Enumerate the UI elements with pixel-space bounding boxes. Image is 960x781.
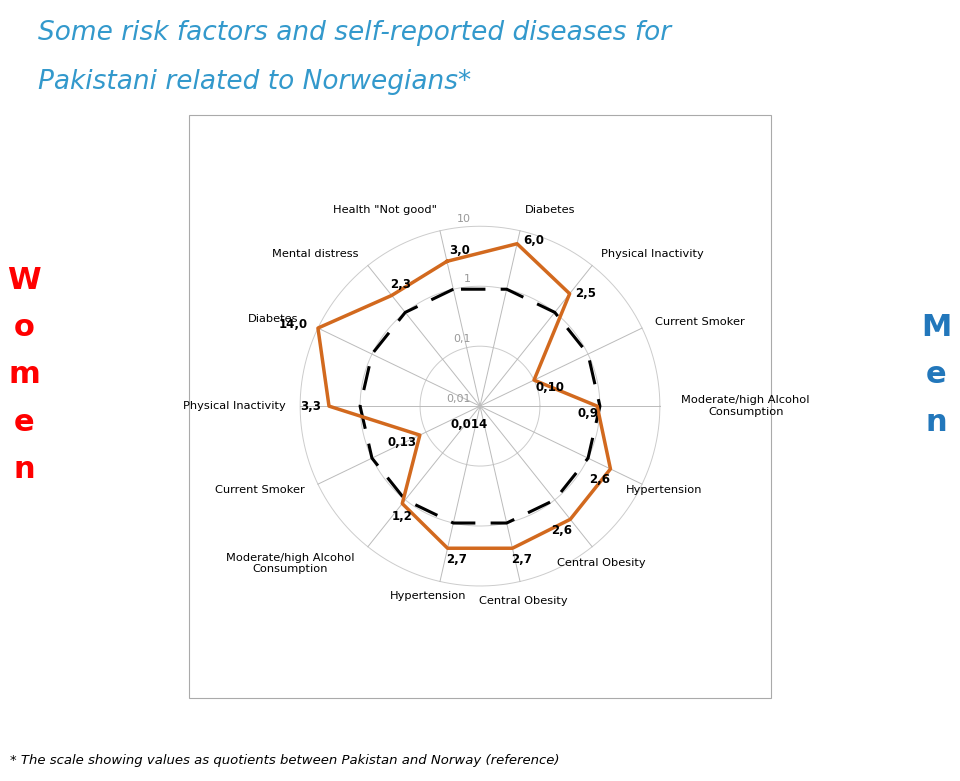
Text: 0,9: 0,9 [578,407,599,420]
Text: Hypertension: Hypertension [626,486,703,495]
Text: Current Smoker: Current Smoker [215,486,305,495]
Text: M
e
n: M e n [921,313,951,437]
Text: 3,0: 3,0 [449,244,470,257]
Text: Diabetes: Diabetes [525,205,575,215]
Text: 0,014: 0,014 [450,418,488,430]
Text: Central Obesity: Central Obesity [557,558,645,568]
Text: Physical Inactivity: Physical Inactivity [601,249,704,259]
Text: Diabetes: Diabetes [248,314,299,323]
Text: 0,10: 0,10 [536,381,564,394]
Text: Current Smoker: Current Smoker [655,317,745,326]
Text: Moderate/high Alcohol
Consumption: Moderate/high Alcohol Consumption [682,395,810,417]
Text: 1,2: 1,2 [392,510,413,522]
Text: 0,1: 0,1 [453,334,471,344]
Text: Mental distress: Mental distress [273,249,359,259]
Text: 2,7: 2,7 [446,552,467,565]
Text: Central Obesity: Central Obesity [479,595,567,605]
Text: 10: 10 [457,215,471,224]
Text: * The scale showing values as quotients between Pakistan and Norway (reference): * The scale showing values as quotients … [10,754,559,767]
Text: Some risk factors and self-reported diseases for: Some risk factors and self-reported dise… [38,20,672,45]
Text: 2,6: 2,6 [551,523,572,537]
Text: Physical Inactivity: Physical Inactivity [183,401,286,411]
Text: Health "Not good": Health "Not good" [333,205,437,215]
Text: 14,0: 14,0 [278,318,307,331]
Text: 6,0: 6,0 [523,234,543,247]
Text: Moderate/high Alcohol
Consumption: Moderate/high Alcohol Consumption [226,553,354,574]
Text: 0,13: 0,13 [387,436,417,449]
Text: 2,5: 2,5 [575,287,596,300]
Text: Hypertension: Hypertension [390,590,466,601]
Text: 0,01: 0,01 [446,394,471,405]
Text: 1: 1 [464,274,471,284]
Text: 2,3: 2,3 [391,278,411,291]
Text: 2,6: 2,6 [589,473,611,487]
Text: 2,7: 2,7 [511,552,532,565]
Text: Pakistani related to Norwegians*: Pakistani related to Norwegians* [38,69,471,95]
Text: 3,3: 3,3 [300,400,322,412]
Text: W
o
m
e
n: W o m e n [7,266,41,484]
